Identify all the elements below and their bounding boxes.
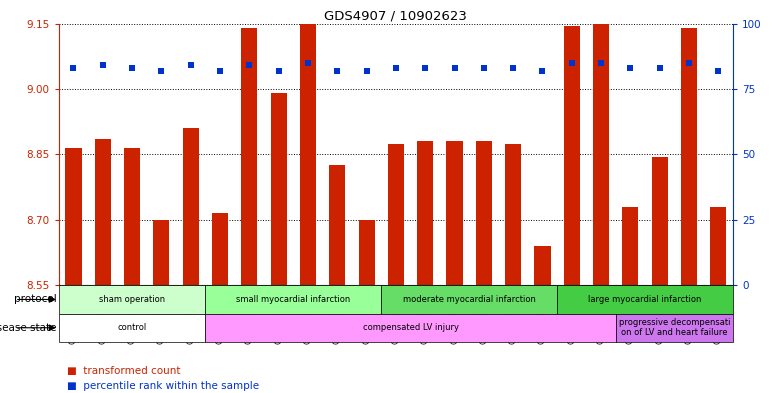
- Bar: [593, 24, 609, 285]
- Bar: [212, 213, 228, 285]
- Point: [448, 65, 461, 71]
- Bar: [154, 220, 169, 285]
- Text: control: control: [118, 323, 147, 332]
- Bar: [681, 28, 697, 285]
- Point: [184, 62, 197, 69]
- Point: [419, 65, 431, 71]
- Text: large myocardial infarction: large myocardial infarction: [589, 295, 702, 304]
- Bar: [95, 139, 111, 285]
- Point: [712, 68, 724, 74]
- Bar: [270, 94, 287, 285]
- Bar: [358, 220, 375, 285]
- Bar: [417, 141, 434, 285]
- Text: disease state: disease state: [0, 323, 56, 333]
- Point: [390, 65, 402, 71]
- Bar: [652, 157, 668, 285]
- Text: progressive decompensati
on of LV and heart failure: progressive decompensati on of LV and he…: [619, 318, 730, 338]
- Point: [331, 68, 343, 74]
- Point: [654, 65, 666, 71]
- Bar: [710, 207, 727, 285]
- Bar: [124, 148, 140, 285]
- Point: [507, 65, 520, 71]
- Bar: [205, 285, 381, 314]
- Bar: [505, 143, 521, 285]
- Point: [272, 68, 285, 74]
- Point: [302, 60, 314, 66]
- Point: [565, 60, 578, 66]
- Bar: [65, 148, 82, 285]
- Bar: [241, 28, 257, 285]
- Point: [125, 65, 138, 71]
- Point: [96, 62, 109, 69]
- Text: ■  transformed count: ■ transformed count: [67, 366, 180, 376]
- Bar: [447, 141, 463, 285]
- Point: [214, 68, 227, 74]
- Text: GDS4907 / 10902623: GDS4907 / 10902623: [325, 10, 467, 23]
- Text: compensated LV injury: compensated LV injury: [362, 323, 459, 332]
- Text: moderate myocardial infarction: moderate myocardial infarction: [403, 295, 535, 304]
- Bar: [564, 26, 580, 285]
- Bar: [388, 143, 404, 285]
- Point: [243, 62, 256, 69]
- Bar: [59, 24, 733, 286]
- Point: [361, 68, 373, 74]
- Point: [155, 68, 168, 74]
- Bar: [615, 314, 733, 342]
- Point: [67, 65, 80, 71]
- Bar: [205, 314, 615, 342]
- Text: protocol: protocol: [13, 294, 56, 305]
- Bar: [300, 24, 316, 285]
- Bar: [622, 207, 638, 285]
- Bar: [59, 285, 205, 314]
- Bar: [535, 246, 550, 285]
- Bar: [381, 285, 557, 314]
- Text: sham operation: sham operation: [99, 295, 165, 304]
- Bar: [59, 314, 205, 342]
- Text: ■  percentile rank within the sample: ■ percentile rank within the sample: [67, 381, 259, 391]
- Point: [683, 60, 695, 66]
- Point: [536, 68, 549, 74]
- Point: [477, 65, 490, 71]
- Bar: [476, 141, 492, 285]
- Point: [595, 60, 608, 66]
- Text: small myocardial infarction: small myocardial infarction: [236, 295, 350, 304]
- Bar: [183, 128, 199, 285]
- Bar: [557, 285, 733, 314]
- Bar: [329, 165, 346, 285]
- Point: [624, 65, 637, 71]
